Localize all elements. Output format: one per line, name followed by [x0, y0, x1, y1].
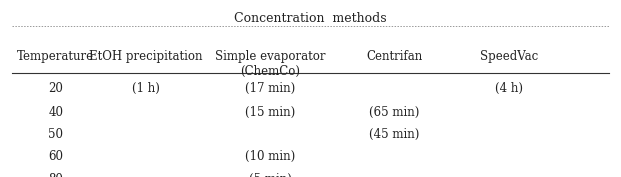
Text: (65 min): (65 min)	[369, 106, 420, 119]
Text: (5 min): (5 min)	[248, 173, 292, 177]
Text: (1 h): (1 h)	[132, 82, 160, 95]
Text: SpeedVac: SpeedVac	[480, 50, 538, 62]
Text: 60: 60	[48, 150, 63, 163]
Text: (17 min): (17 min)	[245, 82, 295, 95]
Text: (4 h): (4 h)	[495, 82, 524, 95]
Text: Concentration  methods: Concentration methods	[234, 12, 387, 25]
Text: 50: 50	[48, 128, 63, 141]
Text: Simple evaporator
(ChemCo): Simple evaporator (ChemCo)	[215, 50, 325, 78]
Text: (45 min): (45 min)	[369, 128, 420, 141]
Text: Centrifan: Centrifan	[366, 50, 422, 62]
Text: EtOH precipitation: EtOH precipitation	[89, 50, 202, 62]
Text: Temperature: Temperature	[17, 50, 94, 62]
Text: 40: 40	[48, 106, 63, 119]
Text: 20: 20	[48, 82, 63, 95]
Text: (10 min): (10 min)	[245, 150, 295, 163]
Text: (15 min): (15 min)	[245, 106, 295, 119]
Text: 80: 80	[48, 173, 63, 177]
